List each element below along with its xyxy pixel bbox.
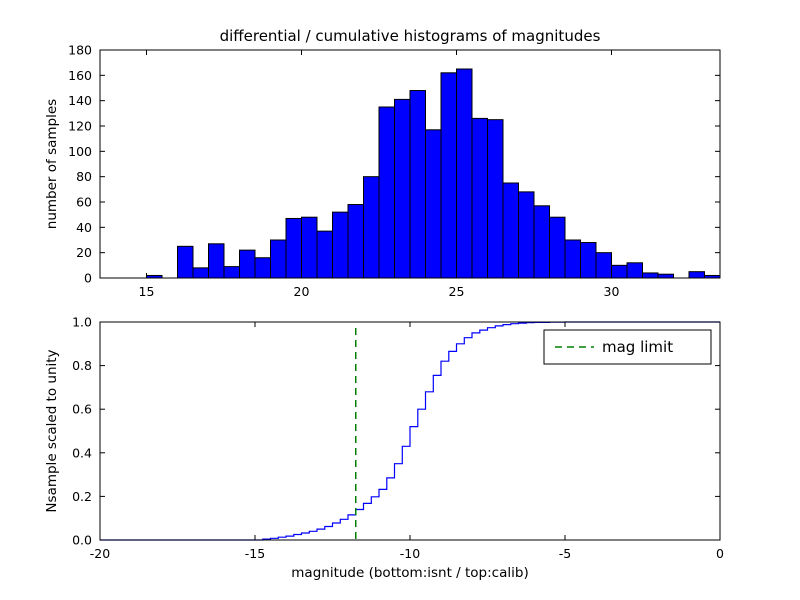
tick-label: 0: [716, 546, 724, 561]
histogram-bar: [440, 72, 457, 279]
legend-label: mag limit: [602, 338, 673, 356]
tick-label: 20: [294, 284, 310, 299]
histogram-bar: [177, 245, 194, 279]
histogram-bar: [270, 239, 287, 279]
tick-label: 160: [68, 68, 92, 83]
histogram-bar: [409, 90, 426, 279]
histogram-bar: [285, 217, 302, 279]
histogram-bar: [611, 264, 628, 279]
histogram-bar: [549, 216, 566, 279]
axes-frame: [99, 321, 721, 541]
tick-label: 40: [76, 220, 92, 235]
tick-label: 0.0: [72, 533, 92, 548]
tick-label: 120: [68, 119, 92, 134]
histogram-bar: [239, 249, 256, 279]
histogram-bar: [254, 257, 271, 279]
tick-label: -20: [90, 546, 110, 561]
tick-label: 0.6: [72, 402, 92, 417]
histogram-bar: [688, 271, 705, 279]
histogram-bars: [146, 68, 721, 279]
tick-label: 60: [76, 195, 92, 210]
histogram-bar: [471, 117, 488, 279]
tick-label: 25: [449, 284, 465, 299]
histogram-bar: [347, 204, 364, 279]
bottom-plot-xlabel: magnitude (bottom:isnt / top:calib): [291, 565, 529, 581]
tick-label: 80: [76, 169, 92, 184]
tick-label: 180: [68, 43, 92, 58]
histogram-bar: [456, 68, 473, 279]
histogram-bar: [425, 129, 442, 279]
tick-label: 0.8: [72, 358, 92, 373]
histogram-bar: [332, 211, 349, 279]
tick-label: 100: [68, 144, 92, 159]
histogram-bar: [378, 106, 395, 279]
axes-frame: [99, 49, 721, 279]
histogram-bar: [316, 230, 333, 279]
histogram-bar: [363, 176, 380, 279]
tick-label: 15: [139, 284, 155, 299]
tick-label: -10: [400, 546, 420, 561]
tick-label: 0: [84, 271, 92, 286]
tick-label: 0.2: [72, 489, 92, 504]
histogram-bar: [394, 98, 411, 279]
histogram-bar: [626, 262, 643, 279]
top-plot: 15 20 25 30 0 20 40 60 80 100 120 140 160 180: [68, 43, 721, 299]
tick-label: -15: [245, 546, 265, 561]
histogram-bar: [580, 242, 597, 279]
histogram-bar: [657, 273, 674, 279]
tick-label: -5: [559, 546, 571, 561]
bottom-plot: -20 -15 -10 -5 0 0.0 0.2 0.4 0.6 0.8 1.0 mag limit: [72, 315, 724, 562]
histogram-bar: [192, 267, 209, 279]
cumulative-step-line: [100, 321, 720, 541]
tick-label: 0.4: [72, 445, 92, 460]
histogram-bar: [518, 191, 535, 279]
histogram-bar: [502, 182, 519, 279]
legend: mag limit: [543, 329, 712, 365]
tick-label: 20: [76, 245, 92, 260]
tick-label: 140: [68, 93, 92, 108]
histogram-bar: [208, 243, 225, 279]
histogram-bar: [595, 252, 612, 279]
figure-title: differential / cumulative histograms of …: [219, 27, 601, 45]
histogram-bar: [301, 216, 318, 279]
tick-label: 30: [604, 284, 620, 299]
histogram-bar: [223, 266, 240, 279]
histogram-bar: [487, 119, 504, 279]
histogram-bar: [564, 239, 581, 279]
histogram-bar: [642, 272, 659, 279]
histogram-bar: [533, 205, 550, 279]
tick-label: 1.0: [72, 315, 92, 330]
